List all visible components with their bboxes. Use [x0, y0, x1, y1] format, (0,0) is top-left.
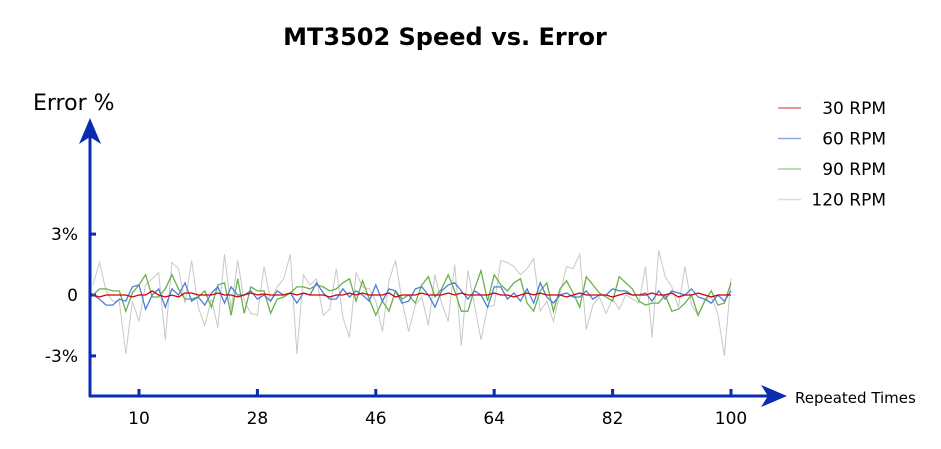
legend-label: 90 RPM	[822, 160, 886, 180]
legend-label: 120 RPM	[811, 191, 886, 211]
x-axis-label: Repeated Times	[795, 389, 916, 407]
x-tick-label: 82	[602, 409, 624, 429]
series-line-120-rpm	[92, 250, 732, 356]
y-tick-label: 0	[67, 286, 78, 306]
y-axis-arrow-icon	[79, 118, 101, 144]
series-line-60-rpm	[92, 281, 732, 312]
y-tick-label: -3%	[45, 347, 78, 367]
legend-label: 30 RPM	[822, 99, 886, 119]
x-tick-label: 10	[128, 409, 150, 429]
x-tick-label: 46	[365, 409, 387, 429]
series-line-30-rpm	[92, 290, 731, 298]
legend-label: 60 RPM	[822, 130, 886, 150]
y-axis-label: Error %	[33, 91, 115, 116]
x-tick-label: 100	[715, 409, 747, 429]
chart-title: MT3502 Speed vs. Error	[283, 23, 607, 51]
series-line-90-rpm	[92, 268, 732, 318]
x-tick-label: 28	[247, 409, 269, 429]
x-tick-label: 64	[483, 409, 505, 429]
y-tick-label: 3%	[51, 225, 78, 245]
x-axis-arrow-icon	[761, 385, 787, 407]
